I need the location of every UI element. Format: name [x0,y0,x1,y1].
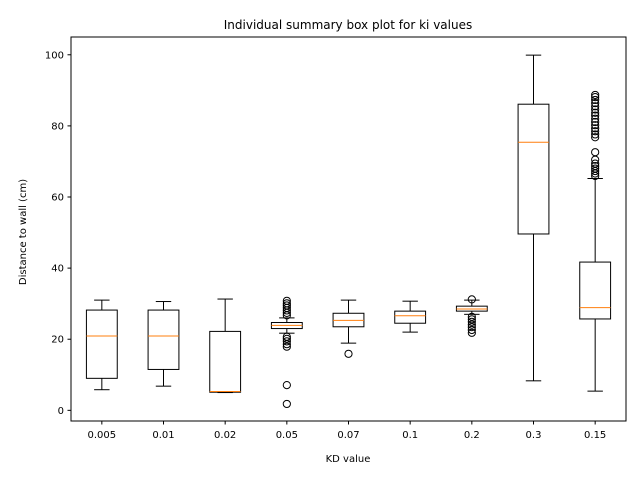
box-group-0-1 [394,300,427,333]
x-tick-label: 0.01 [152,430,174,441]
outlier-point [282,380,291,390]
outlier-point [591,130,600,139]
box-group-0-3 [517,54,550,382]
box-group-0-01 [147,301,180,387]
outlier-point [282,342,291,351]
outlier-point [282,299,291,308]
x-axis-label: KD value [326,454,371,465]
outlier-point [591,127,600,136]
iqr-box [209,330,242,393]
outlier-point [282,399,291,409]
outlier-point [591,121,600,130]
box-group-0-05 [270,296,303,409]
outlier-point [467,323,476,332]
box-group-0-2 [455,295,488,337]
y-tick-label: 20 [51,335,64,346]
plot-area [85,54,612,409]
x-tick-label: 0.1 [402,430,418,441]
outlier-point [467,320,476,329]
x-tick-label: 0.2 [464,430,480,441]
x-tick-label: 0.02 [214,430,236,441]
outlier-point [591,111,600,120]
outlier-point [591,99,600,108]
y-tick-label: 80 [51,121,64,132]
outlier-point [467,312,476,321]
y-tick-label: 100 [45,50,64,61]
iqr-box [579,261,612,320]
outlier-point [591,133,600,142]
outlier-point [591,95,600,105]
outlier-point [591,117,600,127]
chart-title: Individual summary box plot for ki value… [224,18,472,32]
x-tick-label: 0.05 [276,430,298,441]
outlier-point [591,102,600,111]
outlier-point [282,296,291,305]
box-group-0-15 [579,90,612,392]
outlier-point [591,159,600,168]
y-axis-label: Distance to wall (cm) [18,179,29,285]
outlier-point [591,105,600,114]
outlier-point [591,161,600,171]
x-tick-label: 0.005 [88,430,117,441]
outlier-point [591,164,600,173]
x-tick-label: 0.3 [526,430,542,441]
outlier-point [282,332,291,341]
outlier-point [467,325,476,335]
outlier-point [467,328,476,337]
outlier-point [282,334,291,343]
box-group-0-005 [85,299,118,391]
outlier-point [591,124,600,133]
x-tick-label: 0.15 [584,430,606,441]
outlier-point [467,315,476,324]
iqr-box [517,103,550,235]
outlier-point [591,114,600,123]
outlier-point [467,295,476,304]
box-group-0-07 [332,299,365,358]
y-tick-label: 60 [51,193,64,204]
outlier-point [282,301,291,310]
outlier-point [467,317,476,326]
iqr-box [85,309,118,379]
iqr-box [394,310,427,324]
outlier-point [344,349,353,358]
y-tick-label: 0 [58,406,64,417]
outlier-point [591,92,600,102]
box-group-0-02 [209,298,242,394]
iqr-box [147,309,180,370]
y-tick-label: 40 [51,264,64,275]
outlier-point [591,108,600,117]
axes: 0 20 40 60 80 100 0.005 0.01 0.02 0.05 0.07 0.1 0.2 0… [45,36,627,441]
outlier-point [591,148,600,157]
x-tick-label: 0.07 [337,430,359,441]
outlier-point [591,90,600,100]
outlier-point [282,337,291,346]
